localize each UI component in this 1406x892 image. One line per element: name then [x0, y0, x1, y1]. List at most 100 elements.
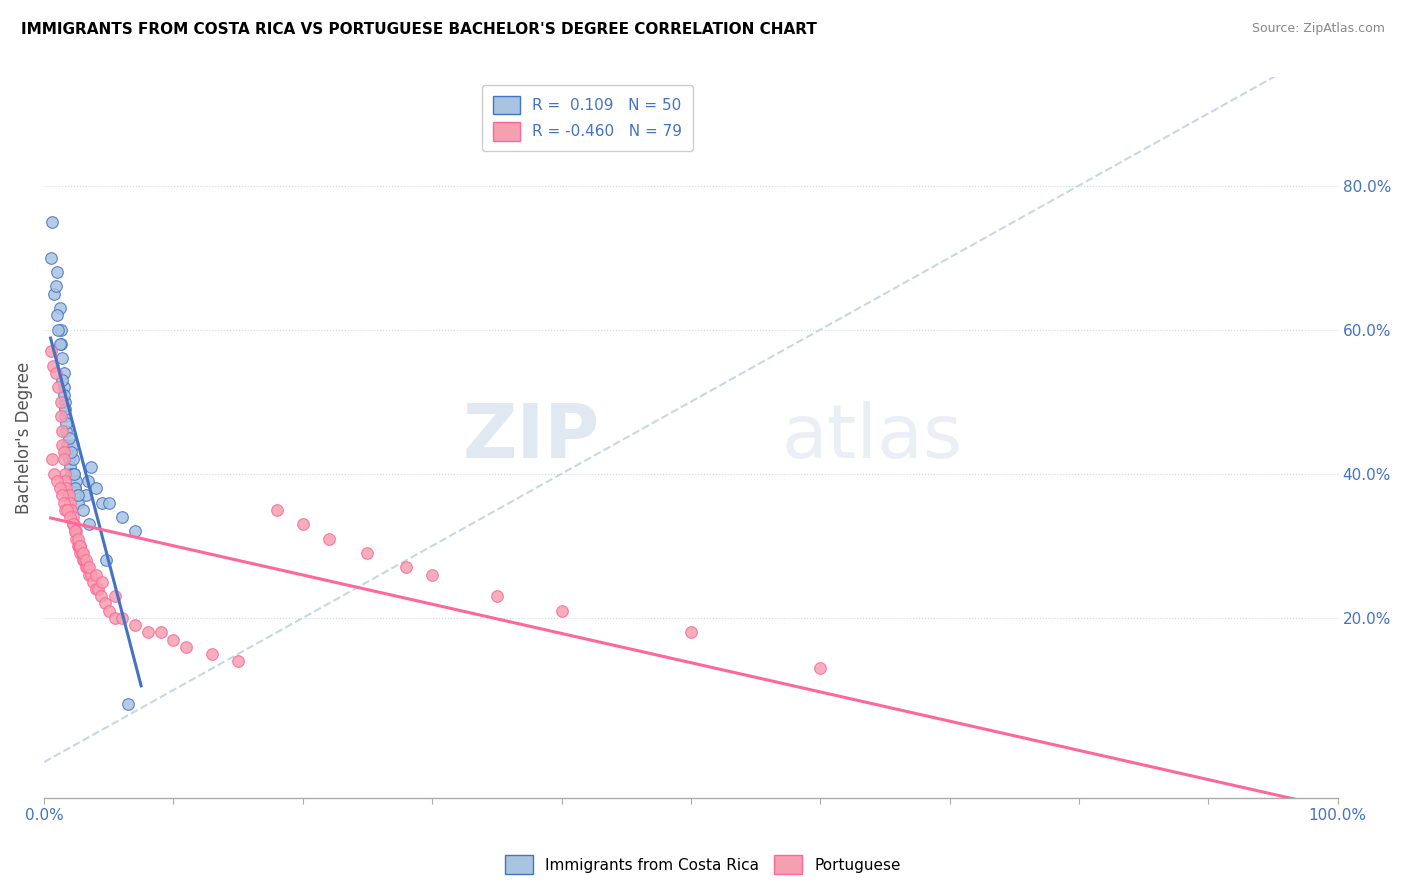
Point — [96, 553, 118, 567]
Point — [79, 567, 101, 582]
Point — [52, 445, 75, 459]
Point — [62, 452, 84, 467]
Legend: Immigrants from Costa Rica, Portuguese: Immigrants from Costa Rica, Portuguese — [499, 849, 907, 880]
Point — [82, 574, 104, 589]
Point — [52, 387, 75, 401]
Point — [56, 438, 79, 452]
Point — [75, 488, 97, 502]
Point — [62, 517, 84, 532]
Point — [49, 394, 72, 409]
Point — [91, 574, 114, 589]
Point — [94, 597, 117, 611]
Point — [91, 495, 114, 509]
Point — [63, 481, 86, 495]
Point — [79, 459, 101, 474]
Text: Source: ZipAtlas.com: Source: ZipAtlas.com — [1251, 22, 1385, 36]
Point — [79, 560, 101, 574]
Point — [60, 503, 83, 517]
Point — [90, 589, 112, 603]
Point — [63, 467, 86, 481]
Point — [77, 474, 100, 488]
Point — [65, 474, 87, 488]
Point — [65, 524, 87, 539]
Point — [97, 604, 120, 618]
Point — [56, 445, 79, 459]
Point — [49, 323, 72, 337]
Point — [63, 481, 86, 495]
Point — [73, 553, 96, 567]
Point — [42, 359, 65, 373]
Point — [44, 467, 66, 481]
Point — [41, 452, 63, 467]
Point — [46, 323, 69, 337]
Point — [52, 495, 75, 509]
Point — [176, 640, 198, 654]
Point — [39, 344, 62, 359]
Point — [76, 560, 98, 574]
Point — [51, 373, 73, 387]
Point — [45, 279, 67, 293]
Point — [53, 409, 76, 424]
Point — [84, 567, 107, 582]
Point — [62, 438, 84, 452]
Point — [48, 337, 70, 351]
Point — [75, 560, 97, 574]
Point — [41, 214, 63, 228]
Point — [63, 467, 86, 481]
Point — [356, 546, 378, 560]
Point — [46, 474, 69, 488]
Point — [53, 394, 76, 409]
Point — [318, 532, 340, 546]
Point — [58, 488, 80, 502]
Point — [52, 452, 75, 467]
Point — [59, 459, 82, 474]
Point — [63, 517, 86, 532]
Point — [63, 524, 86, 539]
Point — [111, 611, 134, 625]
Point — [55, 481, 77, 495]
Point — [69, 546, 91, 560]
Point — [53, 503, 76, 517]
Point — [291, 517, 314, 532]
Point — [66, 495, 89, 509]
Point — [58, 452, 80, 467]
Point — [51, 424, 73, 438]
Text: IMMIGRANTS FROM COSTA RICA VS PORTUGUESE BACHELOR'S DEGREE CORRELATION CHART: IMMIGRANTS FROM COSTA RICA VS PORTUGUESE… — [21, 22, 817, 37]
Point — [49, 409, 72, 424]
Point — [48, 301, 70, 315]
Point — [79, 517, 101, 532]
Point — [66, 539, 89, 553]
Point — [84, 481, 107, 495]
Text: ZIP: ZIP — [463, 401, 600, 475]
Point — [79, 567, 101, 582]
Point — [69, 539, 91, 553]
Point — [53, 401, 76, 416]
Point — [59, 495, 82, 509]
Point — [226, 654, 249, 668]
Point — [48, 481, 70, 495]
Point — [55, 417, 77, 431]
Point — [56, 503, 79, 517]
Point — [55, 424, 77, 438]
Point — [75, 553, 97, 567]
Legend: R =  0.109   N = 50, R = -0.460   N = 79: R = 0.109 N = 50, R = -0.460 N = 79 — [482, 85, 693, 152]
Point — [51, 438, 73, 452]
Point — [51, 351, 73, 366]
Point — [97, 495, 120, 509]
Point — [808, 661, 831, 675]
Point — [46, 265, 69, 279]
Point — [52, 366, 75, 380]
Point — [58, 431, 80, 445]
Point — [66, 532, 89, 546]
Point — [65, 488, 87, 502]
Point — [266, 503, 288, 517]
Point — [84, 582, 107, 596]
Point — [395, 560, 418, 574]
Point — [679, 625, 702, 640]
Point — [420, 567, 443, 582]
Point — [162, 632, 184, 647]
Point — [550, 604, 572, 618]
Point — [56, 488, 79, 502]
Point — [70, 546, 93, 560]
Point — [104, 611, 127, 625]
